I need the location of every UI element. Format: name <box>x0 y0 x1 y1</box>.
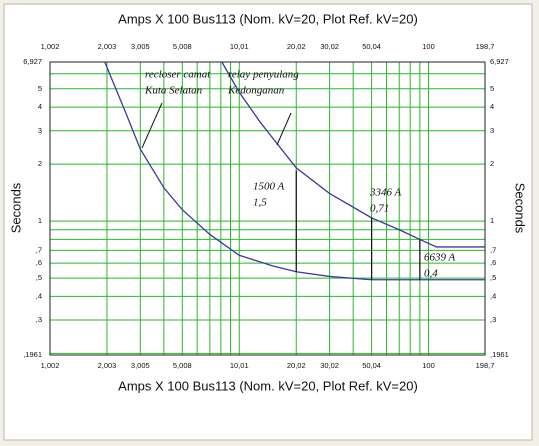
y-tick-label: 4 <box>490 102 494 111</box>
y-tick-label: 6,927 <box>23 57 42 66</box>
y-tick-label: 3 <box>38 126 42 135</box>
x-tick-label: 20,02 <box>287 42 306 51</box>
y-tick-label: ,7 <box>490 245 496 254</box>
y-tick-label: 3 <box>490 126 494 135</box>
y-tick-label: ,5 <box>490 273 496 282</box>
x-tick-label: 100 <box>422 42 435 51</box>
x-tick-label: 50,04 <box>362 42 381 51</box>
y-tick-label: ,3 <box>36 315 42 324</box>
y-tick-label: ,3 <box>490 315 496 324</box>
y-tick-label: 1 <box>490 216 494 225</box>
x-tick-label: 50,04 <box>362 361 381 370</box>
x-tick-label: 10,01 <box>230 361 249 370</box>
annotation-pointer <box>276 112 292 146</box>
plot-frame <box>49 61 486 356</box>
y-tick-label: ,1961 <box>490 350 509 359</box>
annotation: 0,71 <box>370 203 389 215</box>
y-tick-label: 2 <box>490 159 494 168</box>
curve <box>221 61 485 248</box>
x-tick-label: 20,02 <box>287 361 306 370</box>
x-tick-label: 2,003 <box>98 42 117 51</box>
x-tick-label: 3,005 <box>131 361 150 370</box>
x-tick-label: 198,7 <box>476 42 495 51</box>
y-tick-label: ,6 <box>490 258 496 267</box>
x-tick-label: 10,01 <box>230 42 249 51</box>
panel <box>3 3 533 441</box>
y-tick-label: ,5 <box>36 273 42 282</box>
y-tick-label: 4 <box>38 102 42 111</box>
y-tick-label: ,1961 <box>23 350 42 359</box>
annotation: Kedonganan <box>227 85 285 97</box>
y-tick-label: 5 <box>490 84 494 93</box>
x-tick-label: 1,002 <box>41 42 60 51</box>
annotation: 3346 A <box>369 187 402 199</box>
annotation: Kuta Selatan <box>144 85 203 97</box>
annotation-pointer <box>141 102 163 149</box>
annotation: 1500 A <box>253 181 285 193</box>
chart-title: Amps X 100 Bus113 (Nom. kV=20, Plot Ref.… <box>118 11 418 26</box>
x-axis-label: Amps X 100 Bus113 (Nom. kV=20, Plot Ref.… <box>118 378 418 393</box>
y-tick-label: 2 <box>38 159 42 168</box>
y-tick-label: 5 <box>38 84 42 93</box>
x-tick-label: 1,002 <box>41 361 60 370</box>
x-tick-label: 5,008 <box>173 42 192 51</box>
x-tick-label: 100 <box>422 361 435 370</box>
x-tick-label: 198,7 <box>476 361 495 370</box>
x-tick-label: 3,005 <box>131 42 150 51</box>
curve <box>104 61 485 281</box>
y-tick-label: 1 <box>38 216 42 225</box>
y-tick-label: ,4 <box>490 291 496 300</box>
y-axis-label: Seconds <box>513 183 528 234</box>
annotation: 6639 A <box>424 252 456 264</box>
annotation: relay penyulang <box>228 69 299 81</box>
y-tick-label: ,7 <box>36 245 42 254</box>
annotation: 0,4 <box>424 268 438 280</box>
x-tick-label: 2,003 <box>98 361 117 370</box>
annotation: 1,5 <box>253 197 267 209</box>
y-tick-label: 6,927 <box>490 57 509 66</box>
y-tick-label: ,6 <box>36 258 42 267</box>
y-axis-label: Seconds <box>8 182 23 233</box>
y-tick-label: ,4 <box>36 291 42 300</box>
x-tick-label: 30,02 <box>320 361 339 370</box>
x-tick-label: 30,02 <box>320 42 339 51</box>
annotation: recloser camat <box>145 69 211 81</box>
x-tick-label: 5,008 <box>173 361 192 370</box>
